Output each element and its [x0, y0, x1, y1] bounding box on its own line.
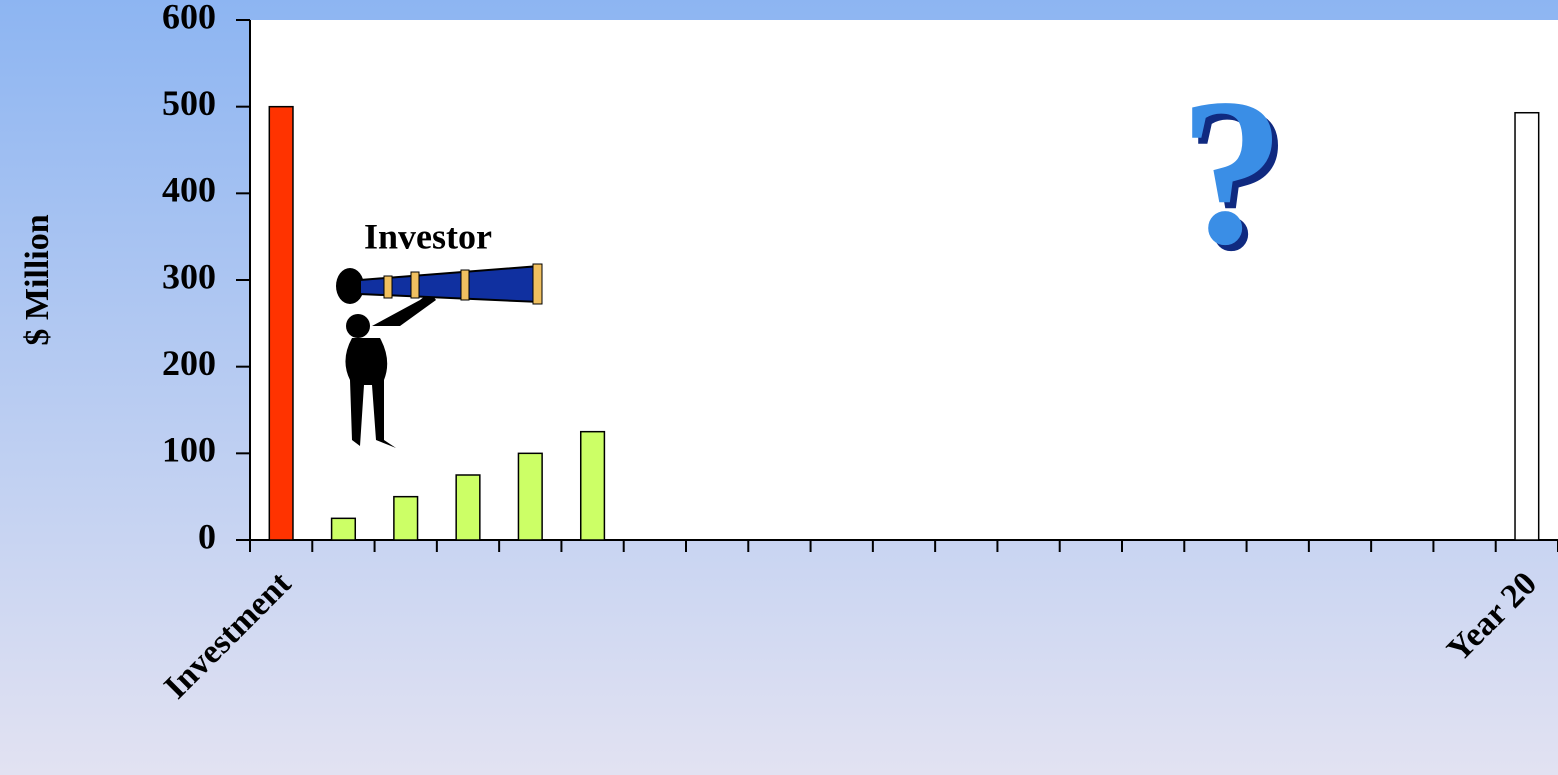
y-tick-label: 300: [162, 256, 216, 296]
bar: [455, 474, 481, 541]
y-tick-label: 100: [162, 430, 216, 470]
y-tick-label: 200: [162, 343, 216, 383]
y-tick-label: 600: [162, 0, 216, 36]
bar: [1514, 111, 1540, 541]
bar: [330, 517, 357, 541]
bar: [393, 495, 419, 541]
y-tick-label: 400: [162, 170, 216, 210]
bar: [517, 452, 543, 541]
question-mark: ?: [1180, 56, 1285, 288]
investor-figure: [336, 263, 543, 448]
bar: [579, 430, 606, 541]
bar: [268, 105, 294, 541]
annotation: Investor: [364, 216, 492, 256]
y-axis-title: $ Million: [19, 214, 56, 345]
y-tick-label: 500: [162, 83, 216, 123]
question-mark-shadow: ?: [1186, 62, 1291, 294]
y-tick-label: 0: [198, 516, 216, 556]
